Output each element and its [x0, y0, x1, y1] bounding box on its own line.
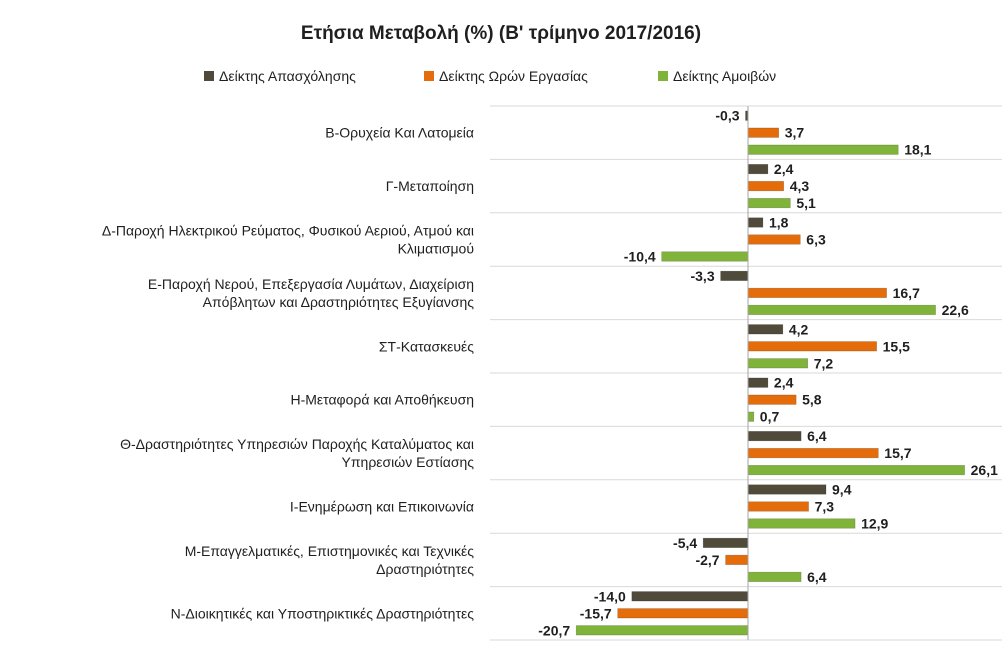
data-label: 7,3 [815, 499, 835, 515]
bar-series-0 [631, 591, 749, 602]
category-label: Γ-Μεταποίηση [386, 178, 474, 194]
bar-series-1 [617, 608, 749, 619]
data-label: 4,2 [789, 321, 809, 337]
category-label: ΣΤ-Κατασκευές [379, 338, 474, 354]
bar-series-1 [747, 501, 809, 512]
data-label: 22,6 [942, 302, 969, 318]
legend-swatch-0 [204, 71, 214, 81]
data-label: 2,4 [774, 161, 794, 177]
data-label: 26,1 [971, 462, 998, 478]
category-label: Β-Ορυχεία Και Λατομεία [325, 125, 474, 141]
bar-series-0 [747, 217, 764, 228]
data-label: -20,7 [538, 622, 570, 638]
bar-series-2 [747, 358, 809, 369]
bar-series-0 [720, 270, 749, 281]
data-label: 15,7 [884, 445, 911, 461]
bar-series-1 [747, 394, 797, 405]
bar-series-1 [747, 234, 801, 245]
bar-series-0 [747, 324, 784, 335]
data-label: -2,7 [695, 552, 719, 568]
data-label: 3,7 [785, 125, 805, 141]
bar-series-1 [747, 287, 887, 298]
category-label: Ι-Ενημέρωση και Επικοινωνία [290, 499, 474, 515]
data-label: -14,0 [594, 588, 626, 604]
data-label: 16,7 [893, 285, 920, 301]
legend-swatch-2 [658, 71, 668, 81]
bar-series-2 [747, 198, 791, 209]
data-label: -10,4 [624, 249, 656, 265]
data-label: -3,3 [690, 268, 714, 284]
category-label: Κλιματισμού [398, 241, 474, 257]
bar-series-0 [747, 377, 769, 388]
data-label: 4,3 [790, 178, 810, 194]
category-label: Ε-Παροχή Νερού, Επεξεργασία Λυμάτων, Δια… [148, 276, 474, 292]
legend-label-2: Δείκτης Αμοιβών [673, 68, 776, 84]
legend-label-0: Δείκτης Απασχόλησης [219, 68, 356, 84]
chart-title: Ετήσια Μεταβολή (%) (Β' τρίμηνο 2017/201… [301, 23, 701, 44]
data-label: 6,4 [807, 569, 827, 585]
bar-series-0 [702, 537, 749, 548]
data-label: 0,7 [760, 409, 780, 425]
bar-series-1 [747, 127, 780, 138]
bar-series-2 [747, 571, 802, 582]
data-label: 5,8 [802, 392, 822, 408]
bar-series-1 [747, 341, 877, 352]
category-label: Η-Μεταφορά και Αποθήκευση [290, 392, 474, 408]
bar-series-2 [661, 251, 749, 262]
data-label: 15,5 [883, 338, 910, 354]
legend: Δείκτης Απασχόλησης Δείκτης Ωρών Εργασίας… [204, 68, 776, 84]
bar-series-2 [747, 465, 965, 476]
category-label: Ν-Διοικητικές και Υποστηρικτικές Δραστηρ… [171, 605, 475, 621]
legend-label-1: Δείκτης Ωρών Εργασίας [439, 68, 588, 84]
value-labels: -0,33,718,12,44,35,11,86,3-10,4-3,316,72… [538, 108, 998, 639]
category-label: Δραστηριότητες [376, 561, 474, 577]
data-label: 2,4 [774, 375, 794, 391]
data-label: 6,4 [807, 428, 827, 444]
bar-series-1 [747, 448, 879, 459]
data-label: 1,8 [769, 215, 789, 231]
bar-series-2 [747, 411, 755, 422]
legend-swatch-1 [424, 71, 434, 81]
category-label: Απόβλητων και Δραστηριότητες Εξυγίανσης [203, 294, 475, 310]
data-label: 18,1 [904, 142, 931, 158]
bar-series-0 [747, 431, 802, 442]
data-label: 6,3 [806, 232, 826, 248]
data-label: -5,4 [673, 535, 697, 551]
category-label: Υπηρεσιών Εστίασης [342, 454, 475, 470]
data-label: -15,7 [580, 605, 612, 621]
category-separators [490, 105, 1002, 641]
data-label: -0,3 [715, 108, 739, 124]
category-label: Μ-Επαγγελματικές, Επιστημονικές και Τεχν… [185, 543, 475, 559]
bar-series-1 [725, 554, 749, 565]
data-label: 9,4 [832, 482, 852, 498]
bar-series-0 [747, 484, 827, 495]
data-label: 5,1 [796, 195, 816, 211]
bar-series-2 [747, 518, 856, 529]
category-label: Δ-Παροχή Ηλεκτρικού Ρεύματος, Φυσικού Αε… [102, 223, 474, 239]
category-label: Θ-Δραστηριότητες Υπηρεσιών Παροχής Καταλ… [120, 436, 474, 452]
bars [575, 110, 965, 636]
bar-series-2 [575, 625, 749, 636]
category-labels: Β-Ορυχεία Και Λατομεία Γ-Μεταποίηση Δ-Παρο… [102, 125, 474, 622]
bar-series-2 [747, 304, 936, 315]
data-label: 7,2 [814, 355, 834, 371]
bar-series-1 [747, 181, 784, 192]
bar-series-0 [747, 164, 769, 175]
bar-series-2 [747, 144, 899, 155]
data-label: 12,9 [861, 516, 888, 532]
